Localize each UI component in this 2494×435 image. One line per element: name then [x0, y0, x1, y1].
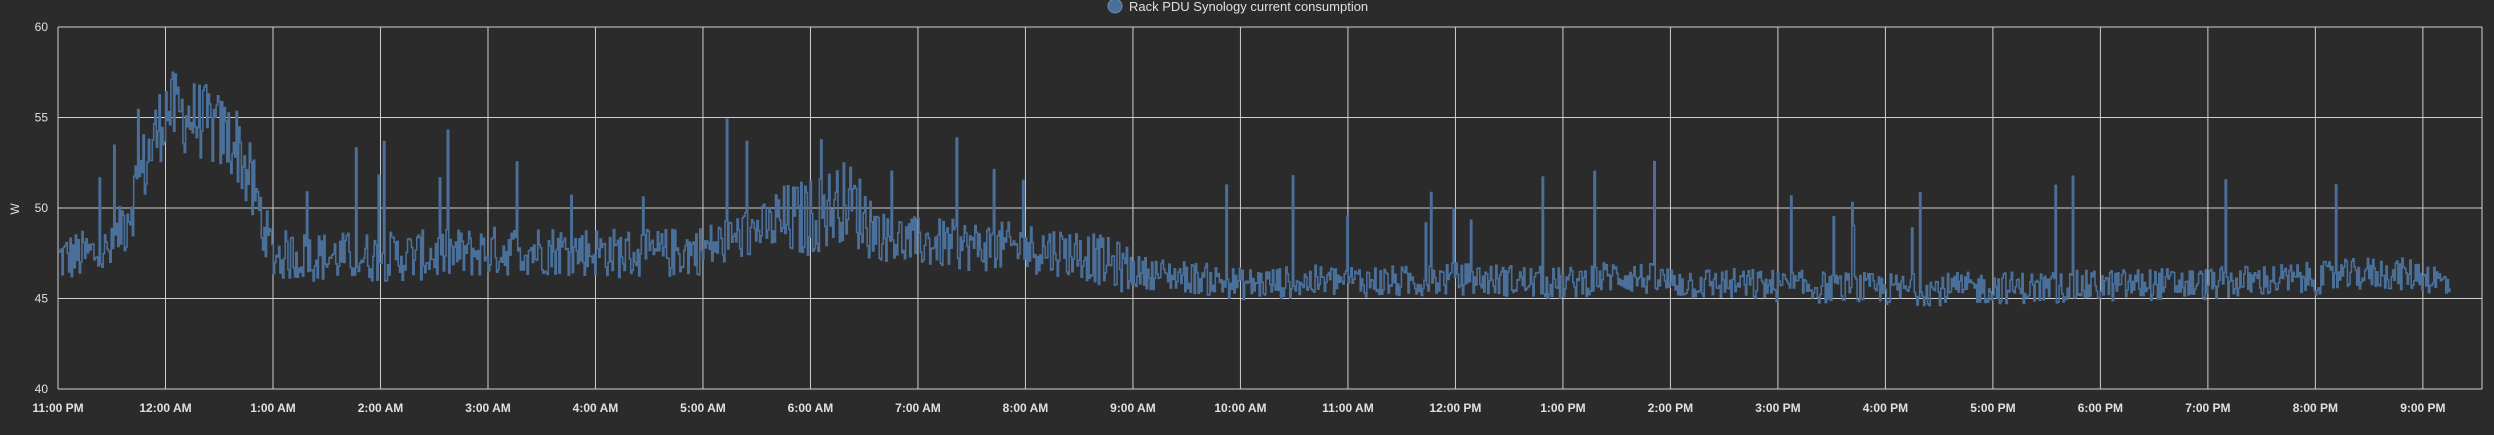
x-tick-label: 10:00 AM [1214, 401, 1266, 415]
x-tick-label: 6:00 PM [2078, 401, 2123, 415]
legend-label: Rack PDU Synology current consumption [1129, 0, 1368, 14]
x-tick-label: 8:00 AM [1003, 401, 1049, 415]
x-tick-label: 12:00 PM [1429, 401, 1481, 415]
y-tick-label: 60 [35, 20, 49, 34]
x-tick-label: 7:00 AM [895, 401, 941, 415]
x-tick-label: 11:00 AM [1322, 401, 1374, 415]
y-tick-label: 50 [35, 201, 49, 215]
x-tick-label: 5:00 PM [1970, 401, 2015, 415]
x-tick-label: 12:00 AM [139, 401, 191, 415]
y-axis: 40 45 50 55 60 [35, 20, 49, 396]
series [58, 71, 2451, 307]
y-tick-label: 55 [35, 111, 49, 125]
x-tick-label: 1:00 PM [1540, 401, 1585, 415]
x-tick-label: 11:00 PM [32, 401, 83, 415]
x-tick-label: 4:00 PM [1863, 401, 1908, 415]
x-tick-label: 1:00 AM [250, 401, 296, 415]
x-tick-label: 6:00 AM [788, 401, 834, 415]
x-tick-label: 3:00 PM [1755, 401, 1800, 415]
x-tick-label: 2:00 PM [1648, 401, 1693, 415]
series-line[interactable] [58, 71, 2451, 307]
x-tick-label: 3:00 AM [465, 401, 511, 415]
x-tick-label: 7:00 PM [2185, 401, 2230, 415]
legend-swatch [1107, 0, 1123, 14]
grid [57, 26, 2483, 390]
y-tick-label: 40 [35, 382, 49, 396]
x-tick-label: 9:00 AM [1110, 401, 1156, 415]
x-tick-label: 8:00 PM [2293, 401, 2338, 415]
x-tick-label: 2:00 AM [358, 401, 404, 415]
x-tick-label: 9:00 PM [2400, 401, 2445, 415]
x-tick-label: 5:00 AM [680, 401, 726, 415]
y-tick-label: 45 [35, 292, 49, 306]
x-axis: 11:00 PM 12:00 AM 1:00 AM 2:00 AM 3:00 AM 4:0… [32, 401, 2445, 415]
y-axis-title: W [8, 203, 22, 215]
legend[interactable]: Rack PDU Synology current consumption [1107, 0, 1368, 14]
x-tick-label: 4:00 AM [573, 401, 619, 415]
